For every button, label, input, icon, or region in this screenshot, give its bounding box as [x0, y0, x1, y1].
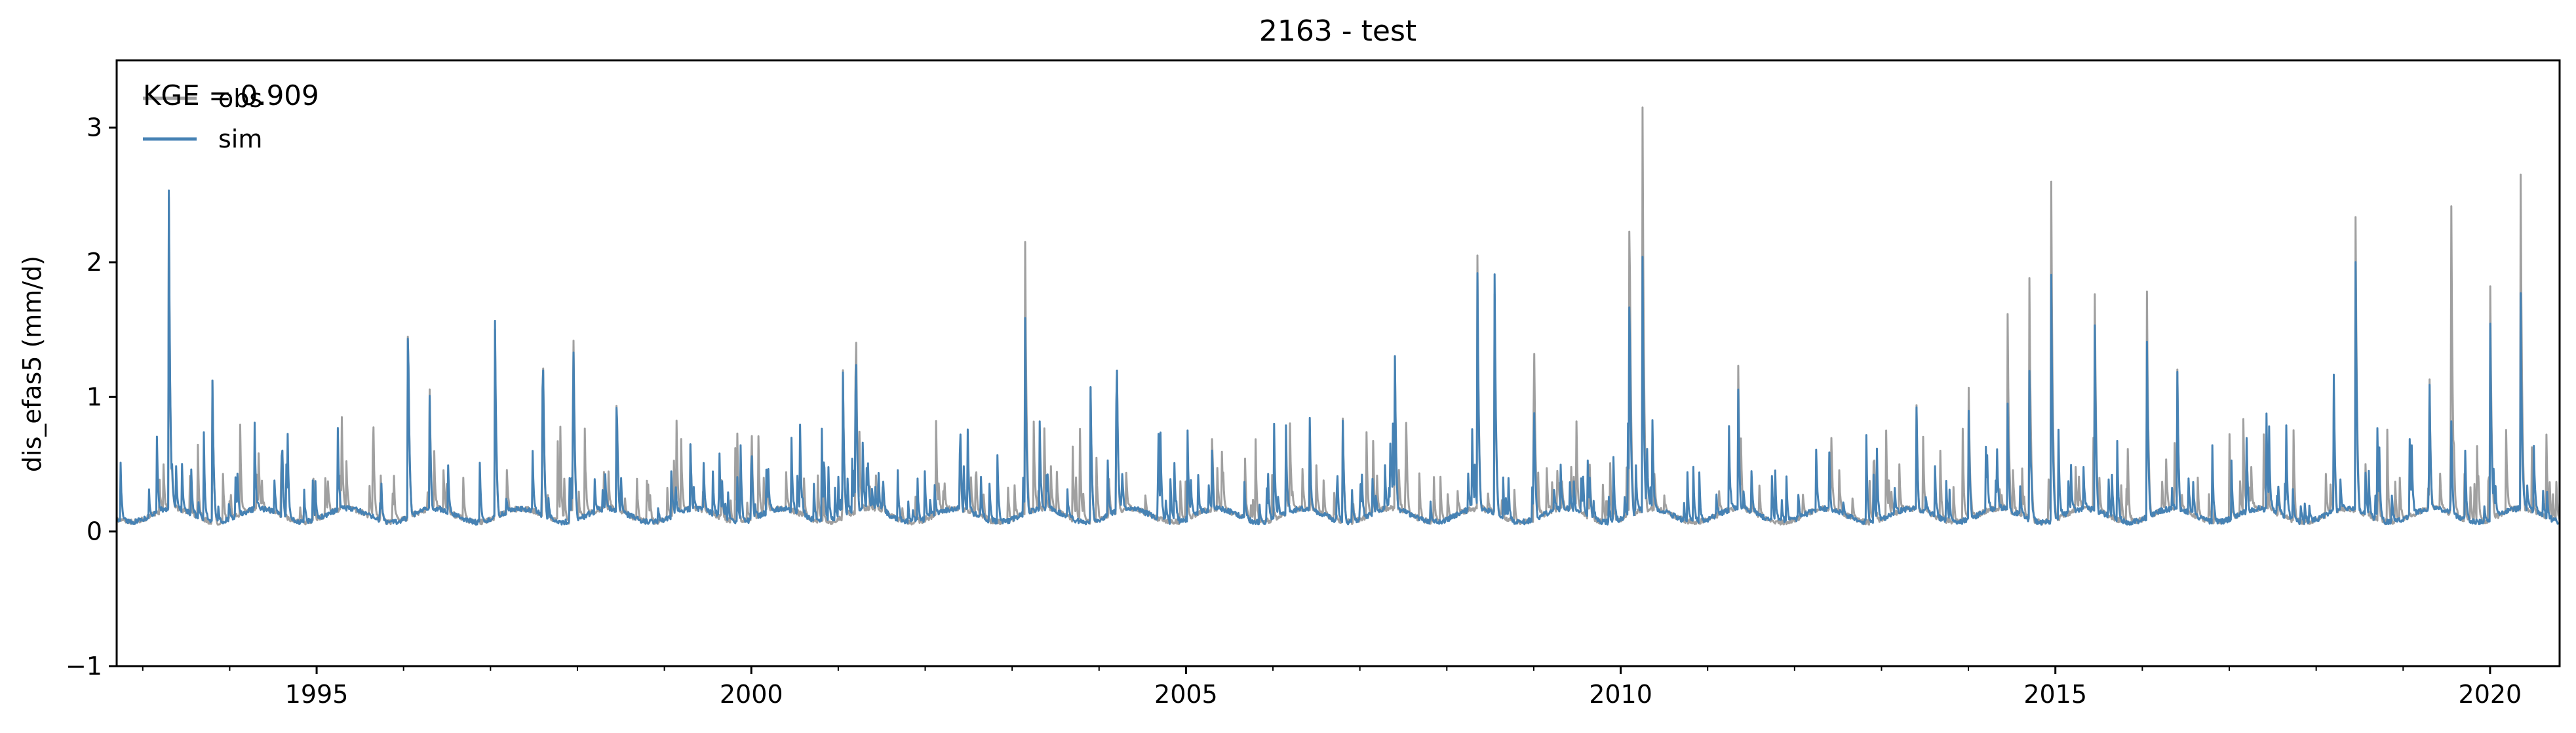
y-tick-label: −1	[66, 652, 102, 681]
plot-area	[115, 59, 2561, 667]
x-tick-label: 2010	[1589, 680, 1652, 709]
y-tick-label: 2	[87, 248, 102, 277]
kge-annotation: KGE = 0.909	[143, 79, 319, 111]
y-tick-label: 0	[87, 517, 102, 546]
x-axis-ticks: 1995 2000 2005 2010 2015 2020	[142, 666, 2522, 709]
y-tick-label: 3	[87, 113, 102, 142]
x-tick-label: 2000	[720, 680, 783, 709]
x-tick-label: 2015	[2023, 680, 2087, 709]
legend-obs-label: obs	[218, 84, 262, 113]
x-tick-label: 2005	[1154, 680, 1218, 709]
y-axis-ticks: −1 0 1 2 3	[66, 113, 117, 681]
x-tick-label: 1995	[285, 680, 349, 709]
y-axis-label: dis_efas5 (mm/d)	[18, 256, 47, 472]
chart-title: 2163 - test	[1259, 14, 1416, 48]
legend: obs sim	[143, 84, 262, 153]
x-tick-label: 2020	[2459, 680, 2522, 709]
plot-frame	[115, 59, 2561, 667]
legend-sim-label: sim	[218, 125, 262, 153]
series-line-sim	[116, 189, 2561, 526]
y-tick-label: 1	[87, 382, 102, 411]
series-layer	[115, 106, 2561, 526]
